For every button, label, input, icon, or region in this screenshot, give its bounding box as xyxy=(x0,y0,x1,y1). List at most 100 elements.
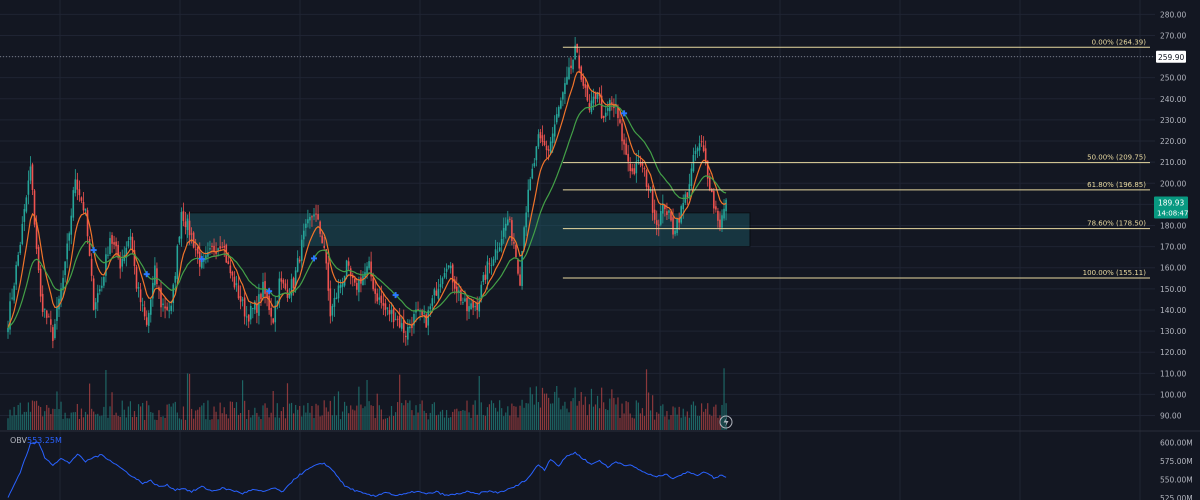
volume-bar xyxy=(515,406,517,430)
candle-body xyxy=(723,208,725,219)
volume-bar xyxy=(21,414,23,430)
candle-body xyxy=(706,160,709,179)
candle-body xyxy=(529,179,532,191)
candle-body xyxy=(292,277,295,288)
obv-pane[interactable]: 525.00M 550.00M 575.00M 600.00M xyxy=(7,438,1193,500)
price-axis[interactable]: 90.00 100.00 110.00 120.00 130.00 140.00 150.0… xyxy=(1154,10,1188,421)
volume-bar xyxy=(652,395,654,430)
volume-bar xyxy=(629,413,631,430)
candle-body xyxy=(119,257,121,269)
candle-body xyxy=(41,293,44,312)
candle-body xyxy=(721,215,723,228)
candle-body xyxy=(474,306,476,308)
candle-body xyxy=(203,258,205,262)
volume-bar xyxy=(358,386,360,430)
volume-bar xyxy=(613,397,615,430)
candle-body xyxy=(586,84,589,101)
volume-bar xyxy=(435,415,437,430)
candle-body xyxy=(558,106,560,117)
obv-tick-label: 600.00M xyxy=(1160,438,1193,447)
volume-bar xyxy=(123,409,125,430)
candle-body xyxy=(368,261,370,269)
volume-bar xyxy=(140,406,142,430)
candle-body xyxy=(631,168,634,172)
volume-bar xyxy=(309,412,311,430)
volume-bar xyxy=(42,416,44,430)
volume-bar xyxy=(582,404,584,430)
volume-bar xyxy=(543,393,546,430)
candle-body xyxy=(460,290,462,302)
candle-body xyxy=(156,268,158,285)
candle-body xyxy=(376,293,379,302)
volume-bar xyxy=(505,412,507,430)
fib-level-label: 100.00% (155.11) xyxy=(1083,269,1147,277)
candle-body xyxy=(245,316,248,318)
candle-body xyxy=(78,189,81,196)
candle-body xyxy=(233,276,236,288)
volume-bar xyxy=(121,400,123,430)
volume-bar xyxy=(56,391,58,430)
candle-body xyxy=(719,219,721,228)
candle-body xyxy=(264,281,266,294)
candle-body xyxy=(186,218,189,231)
volume-bar xyxy=(619,417,621,430)
candle-body xyxy=(374,288,376,294)
candle-body xyxy=(657,224,660,226)
candle-body xyxy=(11,297,13,299)
candle-body xyxy=(29,166,32,181)
candle-body xyxy=(109,238,111,255)
candle-body xyxy=(262,281,264,298)
volume-bar xyxy=(205,419,207,430)
volume-bar xyxy=(331,415,333,430)
candle-body xyxy=(637,160,640,162)
candle-body xyxy=(511,220,513,241)
volume-bar xyxy=(684,416,686,430)
volume-bar xyxy=(303,405,305,430)
volume-bar xyxy=(152,412,154,430)
candle-body xyxy=(323,245,325,249)
volume-bar xyxy=(246,418,248,430)
price-tick-label: 170.00 xyxy=(1160,243,1186,252)
volume-bar xyxy=(370,405,372,430)
candle-body xyxy=(139,289,142,303)
candle-body xyxy=(378,297,381,300)
candle-body xyxy=(15,265,17,285)
candle-body xyxy=(390,310,393,314)
volume-bar xyxy=(135,417,138,430)
candle-body xyxy=(325,249,328,264)
price-tick-label: 140.00 xyxy=(1160,306,1186,315)
volume-bar xyxy=(399,374,401,430)
candle-body xyxy=(43,308,46,310)
lightning-icon[interactable] xyxy=(719,415,733,429)
price-tick-label: 180.00 xyxy=(1160,222,1186,231)
candle-body xyxy=(531,168,534,179)
candle-body xyxy=(196,247,199,254)
volume-bar xyxy=(17,404,19,430)
candle-body xyxy=(333,298,336,307)
candle-body xyxy=(84,208,87,211)
volume-bar xyxy=(366,380,368,430)
candle-body xyxy=(219,246,221,249)
volume-bar xyxy=(521,399,523,430)
volume-bar xyxy=(313,418,315,430)
volume-bar xyxy=(86,414,89,430)
volume-bar xyxy=(305,412,307,430)
candle-body xyxy=(356,282,358,290)
fib-level-label: 0.00% (264.39) xyxy=(1092,38,1147,46)
volume-bar xyxy=(184,419,187,430)
volume-bar xyxy=(415,405,417,430)
candle-body xyxy=(227,261,230,265)
volume-bar xyxy=(78,418,80,430)
candle-body xyxy=(370,261,372,277)
candle-body xyxy=(272,318,274,323)
candle-body xyxy=(664,205,666,210)
volume-bar xyxy=(54,408,56,430)
candle-body xyxy=(125,247,128,258)
volume-bar xyxy=(570,401,572,430)
volume-bar xyxy=(703,411,705,430)
candle-body xyxy=(17,254,19,266)
candle-body xyxy=(184,221,187,228)
candle-body xyxy=(201,261,203,268)
volume-bar xyxy=(364,406,366,430)
